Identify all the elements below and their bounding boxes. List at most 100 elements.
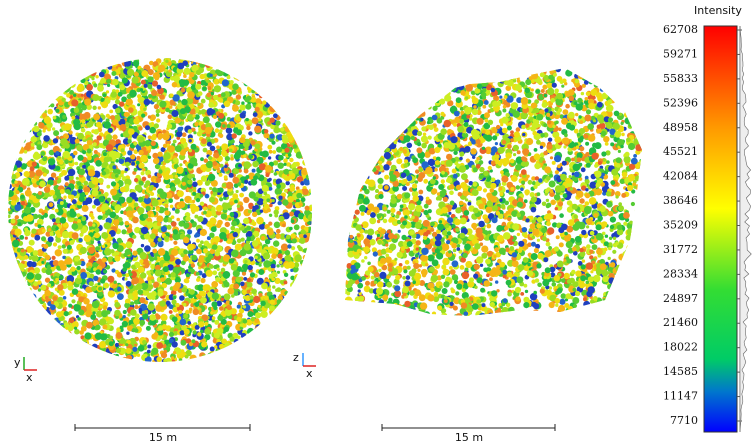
point	[49, 327, 55, 332]
point	[255, 356, 261, 362]
point	[100, 77, 107, 84]
point	[23, 254, 29, 260]
point	[208, 102, 215, 108]
point	[287, 153, 292, 157]
point	[276, 183, 281, 189]
point	[107, 256, 114, 263]
point	[251, 336, 257, 343]
point	[71, 232, 79, 240]
point	[156, 356, 162, 362]
point	[298, 291, 307, 300]
point	[301, 286, 309, 294]
point	[232, 193, 239, 200]
point	[266, 326, 274, 334]
point	[15, 276, 23, 284]
point	[242, 295, 247, 300]
point	[14, 292, 22, 300]
point	[21, 271, 27, 277]
point	[281, 63, 289, 71]
point	[40, 315, 44, 320]
point	[15, 336, 21, 342]
point	[272, 317, 277, 322]
point	[152, 72, 161, 80]
point	[28, 351, 33, 355]
point	[295, 312, 302, 319]
point	[54, 94, 60, 100]
point	[298, 105, 303, 110]
point	[97, 84, 104, 92]
point	[20, 110, 27, 117]
point	[285, 59, 292, 66]
point	[240, 68, 244, 73]
point	[8, 305, 12, 311]
point	[59, 189, 65, 194]
point	[11, 92, 19, 100]
point	[248, 65, 256, 74]
point	[163, 349, 168, 354]
point	[284, 291, 289, 296]
point	[301, 60, 306, 65]
point	[63, 85, 70, 93]
point	[263, 260, 271, 268]
point	[119, 101, 125, 107]
point	[79, 341, 86, 348]
point	[282, 334, 287, 339]
point	[244, 71, 250, 78]
point	[246, 230, 253, 237]
point	[182, 302, 187, 307]
point	[110, 181, 117, 187]
point	[257, 86, 265, 94]
point	[20, 201, 26, 206]
point	[290, 268, 294, 272]
point	[39, 69, 43, 74]
point	[43, 116, 52, 124]
point	[14, 301, 21, 308]
point	[44, 100, 50, 106]
point	[8, 140, 14, 147]
point	[216, 169, 221, 174]
point	[261, 76, 269, 83]
point	[262, 340, 269, 346]
point	[232, 104, 239, 112]
point	[181, 98, 188, 106]
point	[37, 288, 42, 292]
point	[42, 347, 49, 354]
point	[138, 149, 144, 156]
point	[290, 233, 296, 239]
point	[17, 283, 24, 290]
point	[292, 314, 300, 321]
point	[277, 96, 284, 103]
point	[71, 288, 79, 295]
point	[285, 358, 290, 362]
point	[200, 296, 207, 304]
point	[8, 316, 13, 322]
point	[18, 142, 22, 146]
point	[227, 350, 232, 355]
point	[297, 307, 304, 314]
point	[14, 204, 22, 212]
point	[37, 224, 42, 229]
point	[20, 312, 27, 319]
point	[216, 300, 223, 307]
point	[34, 317, 41, 324]
point	[11, 299, 16, 304]
point	[8, 256, 11, 260]
point	[101, 203, 109, 211]
point	[185, 273, 190, 278]
point	[12, 252, 18, 258]
point	[18, 72, 23, 77]
point	[20, 287, 24, 291]
point	[266, 326, 274, 334]
point	[273, 311, 281, 319]
point	[98, 143, 104, 148]
point	[51, 352, 56, 358]
point	[20, 101, 27, 108]
point	[212, 114, 217, 119]
point	[280, 358, 285, 362]
point	[96, 59, 101, 64]
point	[293, 78, 297, 83]
point	[115, 139, 121, 145]
point	[52, 242, 58, 247]
point	[209, 73, 213, 77]
point	[94, 232, 100, 239]
